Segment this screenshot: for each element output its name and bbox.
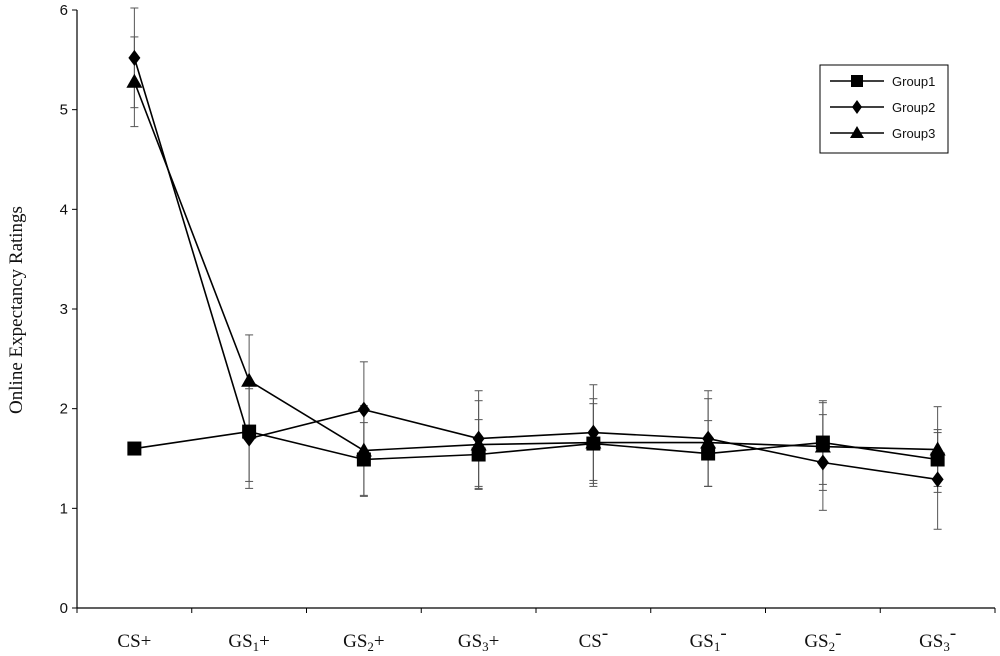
x-tick-label-main: GS xyxy=(228,631,252,652)
data-point-group3 xyxy=(355,442,372,457)
x-tick-label-main: GS xyxy=(343,631,367,652)
x-tick-label: GS1- xyxy=(690,623,727,654)
x-tick-label-sub: 2 xyxy=(367,639,374,654)
x-tick-label: CS+ xyxy=(117,631,151,652)
legend-marker-group1 xyxy=(851,75,863,87)
y-axis-ticks: 0 1 2 3 4 5 6 xyxy=(60,2,77,617)
y-tick-label: 5 xyxy=(60,102,68,119)
x-tick-label-sign: - xyxy=(835,623,841,644)
y-tick-label: 3 xyxy=(60,301,68,318)
x-tick-label-sign: + xyxy=(374,631,385,652)
x-tick-label-main: GS xyxy=(804,631,828,652)
x-tick-label-main: CS xyxy=(579,631,602,652)
x-tick-label-sign: + xyxy=(259,631,270,652)
x-tick-label: GS3+ xyxy=(458,631,500,654)
x-tick-label-main: GS xyxy=(919,631,943,652)
data-point-group1 xyxy=(127,441,142,456)
legend-label: Group1 xyxy=(892,74,935,89)
x-tick-label: GS1+ xyxy=(228,631,270,654)
data-point-group2 xyxy=(587,424,600,441)
series-line-group3 xyxy=(133,81,938,452)
y-tick-label: 2 xyxy=(60,401,68,418)
x-tick-label-sub: 1 xyxy=(714,639,721,654)
x-tick-label: GS2- xyxy=(804,623,841,654)
x-tick-label-sub: 1 xyxy=(253,639,260,654)
y-tick-label: 4 xyxy=(60,201,68,218)
x-tick-label-sign: + xyxy=(141,631,152,652)
x-tick-label-sub: 2 xyxy=(829,639,836,654)
x-tick-label-sign: - xyxy=(602,623,608,644)
x-tick-label-sign: - xyxy=(720,623,726,644)
data-point-group3 xyxy=(585,434,602,449)
y-tick-label: 1 xyxy=(60,500,68,517)
x-axis-ticks: CS+ GS1+ GS2+ GS3+ CS- GS1- GS2- GS3- xyxy=(76,608,996,654)
x-tick-label-sign: - xyxy=(950,623,956,644)
legend-label: Group2 xyxy=(892,100,935,115)
data-point-group3 xyxy=(470,436,487,451)
x-tick-label-main: GS xyxy=(690,631,714,652)
series-line-group2 xyxy=(133,57,938,481)
data-point-group3 xyxy=(700,434,717,449)
x-tick-label: GS2+ xyxy=(343,631,385,654)
series-line-group1 xyxy=(134,430,938,461)
x-tick-label-sub: 3 xyxy=(482,639,489,654)
x-tick-label: CS- xyxy=(579,623,609,652)
legend-box xyxy=(819,64,949,154)
legend-marker-group2 xyxy=(852,100,862,114)
data-point-group2 xyxy=(243,430,256,447)
series-lines xyxy=(133,57,938,481)
x-tick-label-main: CS xyxy=(117,631,140,652)
legend: Group1 Group2 Group3 xyxy=(819,64,949,154)
legend-label: Group3 xyxy=(892,126,935,141)
x-tick-label-sign: + xyxy=(489,631,500,652)
data-point-group3 xyxy=(814,438,831,453)
data-point-group2 xyxy=(816,454,829,471)
data-point-group2 xyxy=(357,401,370,418)
data-point-group1 xyxy=(471,447,486,462)
data-point-group1 xyxy=(930,452,945,467)
y-tick-label: 6 xyxy=(60,2,68,19)
series-markers xyxy=(126,49,946,488)
legend-marker-group3 xyxy=(850,126,864,138)
data-point-group3 xyxy=(241,372,258,387)
y-tick-label: 0 xyxy=(60,600,68,617)
data-point-group3 xyxy=(929,441,946,456)
y-axis-label: Online Expectancy Ratings xyxy=(6,206,27,414)
data-point-group1 xyxy=(701,446,716,461)
x-tick-label-main: GS xyxy=(458,631,482,652)
x-tick-label: GS3- xyxy=(919,623,956,654)
data-point-group3 xyxy=(126,73,143,88)
x-tick-label-sub: 3 xyxy=(943,639,950,654)
data-point-group2 xyxy=(931,471,944,488)
data-point-group2 xyxy=(128,49,141,66)
